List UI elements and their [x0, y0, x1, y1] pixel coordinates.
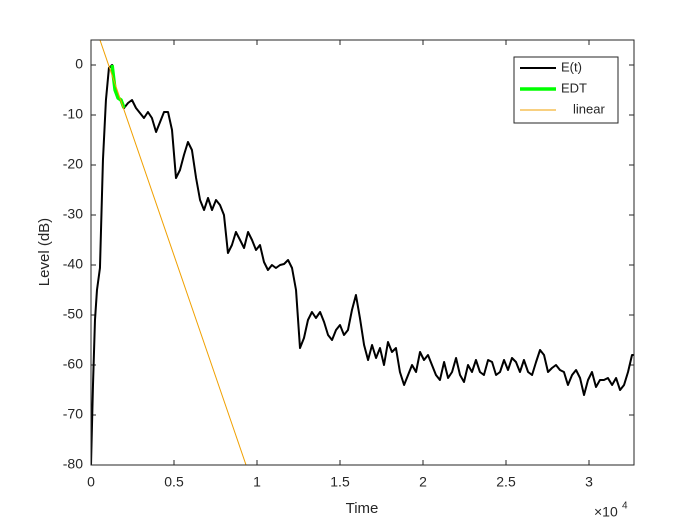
x-tick-label: 0: [87, 474, 95, 490]
y-tick-label: -80: [63, 456, 83, 472]
x-tick-label: 0.5: [164, 474, 184, 490]
y-tick-label: -50: [63, 306, 83, 322]
axes-box: [90, 39, 635, 466]
line-2: [99, 40, 247, 465]
legend-label: E(t): [561, 59, 582, 74]
legend-label: linear: [573, 101, 605, 116]
y-tick-label: -30: [63, 206, 83, 222]
y-tick-label: -10: [63, 106, 83, 122]
y-axis-label: Level (dB): [36, 218, 53, 286]
y-tick-label: -60: [63, 356, 83, 372]
x-tick-label: 3: [585, 474, 593, 490]
legend-label: EDT: [561, 80, 587, 95]
y-tick-label: -20: [63, 156, 83, 172]
x-axis-label: Time: [346, 500, 379, 517]
x-tick-label: 2.5: [496, 474, 516, 490]
x-exponent-power: 4: [622, 501, 628, 512]
y-tick-label: -40: [63, 256, 83, 272]
y-tick-label: -70: [63, 406, 83, 422]
y-tick-label: 0: [75, 56, 83, 72]
x-tick-label: 1: [253, 474, 261, 490]
line-0: [91, 64, 634, 465]
x-tick-label: 1.5: [330, 474, 350, 490]
x-tick-label: 2: [419, 474, 427, 490]
x-exponent-base: ×10: [594, 504, 618, 520]
